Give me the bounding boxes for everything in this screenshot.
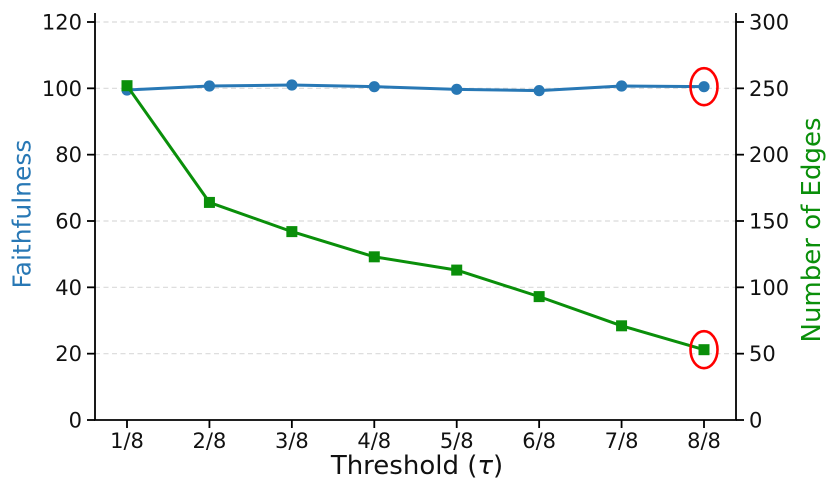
x-axis-tick-label: 2/8 <box>193 429 227 453</box>
number-of-edges-marker <box>121 80 133 92</box>
number-of-edges-marker <box>451 264 463 276</box>
left-axis-label: Faithfulness <box>7 139 37 289</box>
x-axis-label-suffix: ) <box>493 451 504 481</box>
x-axis-tick-label: 1/8 <box>110 429 144 453</box>
x-axis-tick-label: 6/8 <box>522 429 556 453</box>
x-axis-tick-label: 3/8 <box>275 429 309 453</box>
left-axis-tick-label: 80 <box>55 143 82 167</box>
number-of-edges-marker <box>286 226 298 238</box>
x-axis-label: Threshold (τ) <box>331 451 503 481</box>
left-axis-tick-label: 120 <box>42 11 82 35</box>
faithfulness-marker <box>698 81 710 93</box>
x-axis-tick-label: 5/8 <box>440 429 474 453</box>
right-axis-tick-label: 100 <box>749 276 789 300</box>
highlight-ellipse <box>689 329 719 370</box>
highlight-ellipse <box>689 66 719 107</box>
right-axis-tick-label: 250 <box>749 77 789 101</box>
right-axis-tick-label: 200 <box>749 143 789 167</box>
left-axis-tick-label: 20 <box>55 342 82 366</box>
faithfulness-marker <box>368 81 380 93</box>
left-axis-tick-label: 60 <box>55 210 82 234</box>
faithfulness-marker <box>533 85 545 97</box>
x-axis-tick-label: 7/8 <box>605 429 639 453</box>
number-of-edges-marker <box>368 251 380 263</box>
number-of-edges-marker <box>698 344 710 356</box>
number-of-edges-line <box>125 84 706 352</box>
faithfulness-marker <box>203 80 216 92</box>
x-axis-tick-label: 4/8 <box>357 429 391 453</box>
number-of-edges-marker <box>203 196 215 208</box>
left-axis-tick-label: 40 <box>55 276 82 300</box>
faithfulness-line <box>125 83 706 93</box>
x-axis-tick-label: 8/8 <box>687 429 721 453</box>
number-of-edges-marker <box>616 320 628 332</box>
right-axis-tick-label: 150 <box>749 210 789 234</box>
faithfulness-marker <box>286 79 298 91</box>
left-axis-tick-label: 0 <box>69 409 82 433</box>
right-axis-tick-label: 50 <box>749 342 776 366</box>
number-of-edges-marker <box>533 291 545 303</box>
tau-symbol: τ <box>477 451 494 481</box>
faithfulness-marker <box>451 83 463 95</box>
left-axis-tick-label: 100 <box>42 77 82 101</box>
faithfulness-marker <box>615 80 628 92</box>
right-axis-label: Number of Edges <box>797 117 827 343</box>
right-axis-tick-label: 300 <box>749 11 789 35</box>
right-axis-tick-label: 0 <box>749 409 762 433</box>
x-axis-label-prefix: Threshold ( <box>330 451 478 481</box>
